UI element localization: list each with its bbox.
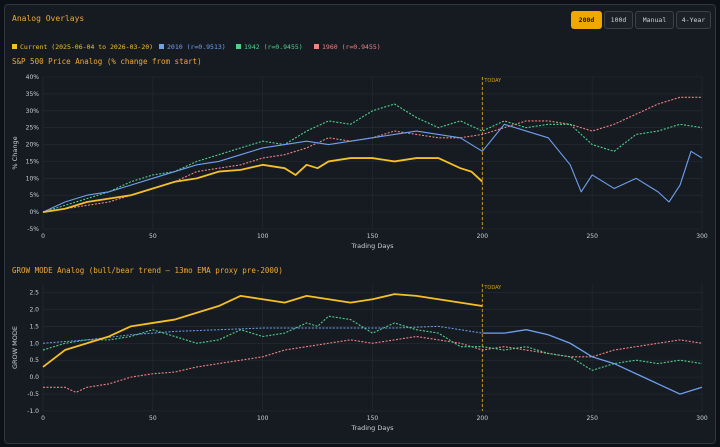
- growmode-analog-chart: -1.0 -0.5 0.0 0.5 1.0 1.5 2.0 2.5 0 50 100 150 200 25…: [11, 284, 708, 432]
- legend-swatch: [12, 44, 17, 49]
- legend-label: 1960 (r=0.9455): [322, 43, 381, 51]
- y-tick-label: 0.5: [29, 357, 39, 364]
- series-1960-line: [43, 335, 703, 393]
- legend-swatch: [159, 44, 164, 49]
- x-tick-label: 200: [477, 415, 489, 422]
- legend-label: Current (2025-06-04 to 2026-03-20): [20, 43, 154, 51]
- price-analog-chart: -5% 0% 5% 10% 15% 20% 25% 30% 35% 40% 0 50 100 150 200…: [11, 74, 708, 250]
- y-tick-label: -5%: [27, 226, 39, 233]
- y-tick-label: 15%: [26, 158, 40, 165]
- y-tick-label: 0.0: [29, 374, 39, 381]
- x-tick-label: 100: [257, 415, 269, 422]
- legend-item-1942: 1942 (r=0.9455): [236, 43, 303, 51]
- x-tick-label: 0: [41, 233, 45, 240]
- y-axis-label: % Change: [11, 136, 19, 169]
- y-tick-label: 25%: [26, 125, 40, 132]
- x-tick-label: 300: [696, 415, 708, 422]
- legend-label: 1942 (r=0.9455): [244, 43, 303, 51]
- legend-swatch: [314, 44, 319, 49]
- y-tick-label: -0.5: [27, 391, 39, 398]
- y-tick-label: 1.0: [29, 340, 39, 347]
- series-1942-line: [42, 315, 703, 371]
- range-100d-button[interactable]: 100d: [604, 11, 633, 29]
- legend-item-2010: 2010 (r=0.9513): [159, 43, 226, 51]
- growmode-chart-title: GROW MODE Analog (bull/bear trend — 13mo…: [12, 266, 283, 275]
- range-manual-button[interactable]: Manual: [635, 11, 674, 29]
- y-tick-label: 10%: [26, 175, 40, 182]
- today-label: TODAY: [483, 78, 502, 84]
- y-tick-label: 0%: [29, 209, 39, 216]
- y-axis-label: GROW MODE: [11, 326, 19, 369]
- x-tick-label: 50: [149, 233, 157, 240]
- y-tick-label: 5%: [29, 192, 39, 199]
- legend-swatch: [236, 44, 241, 49]
- range-4year-button[interactable]: 4-Year: [676, 11, 711, 29]
- x-axis-label: Trading Days: [350, 424, 394, 432]
- x-tick-label: 200: [477, 233, 489, 240]
- series-current-line: [42, 293, 483, 368]
- x-tick-label: 50: [149, 415, 157, 422]
- legend-label: 2010 (r=0.9513): [167, 43, 226, 51]
- y-tick-label: 20%: [26, 142, 40, 149]
- y-tick-label: 35%: [26, 91, 40, 98]
- range-200d-button[interactable]: 200d: [571, 11, 602, 29]
- y-tick-label: 40%: [26, 74, 40, 81]
- legend-item-1960: 1960 (r=0.9455): [314, 43, 381, 51]
- series-2010-line: [42, 123, 703, 213]
- y-tick-label: 2.5: [29, 289, 39, 296]
- y-tick-label: 2.0: [29, 306, 39, 313]
- y-tick-label: 1.5: [29, 323, 39, 330]
- x-tick-label: 150: [367, 415, 379, 422]
- x-tick-label: 250: [586, 415, 598, 422]
- price-chart-title: S&P 500 Price Analog (% change from star…: [12, 57, 202, 66]
- x-tick-label: 100: [257, 233, 269, 240]
- x-tick-label: 250: [586, 233, 598, 240]
- panel-title: Analog Overlays: [12, 14, 85, 23]
- series-2010-line-history: [42, 325, 483, 344]
- series-current-line: [42, 157, 483, 214]
- series-1942-line: [42, 103, 703, 213]
- x-tick-label: 300: [696, 233, 708, 240]
- today-label: TODAY: [483, 285, 502, 291]
- y-tick-label: 30%: [26, 108, 40, 115]
- x-axis-label: Trading Days: [350, 242, 394, 250]
- x-tick-label: 150: [367, 233, 379, 240]
- legend-item-current: Current (2025-06-04 to 2026-03-20): [12, 43, 153, 51]
- y-tick-label: -1.0: [27, 408, 39, 415]
- x-tick-label: 0: [41, 415, 45, 422]
- analog-overlays-panel: Analog Overlays 200d 100d Manual 4-Year …: [4, 4, 716, 444]
- series-2010-line-projection: [482, 329, 703, 395]
